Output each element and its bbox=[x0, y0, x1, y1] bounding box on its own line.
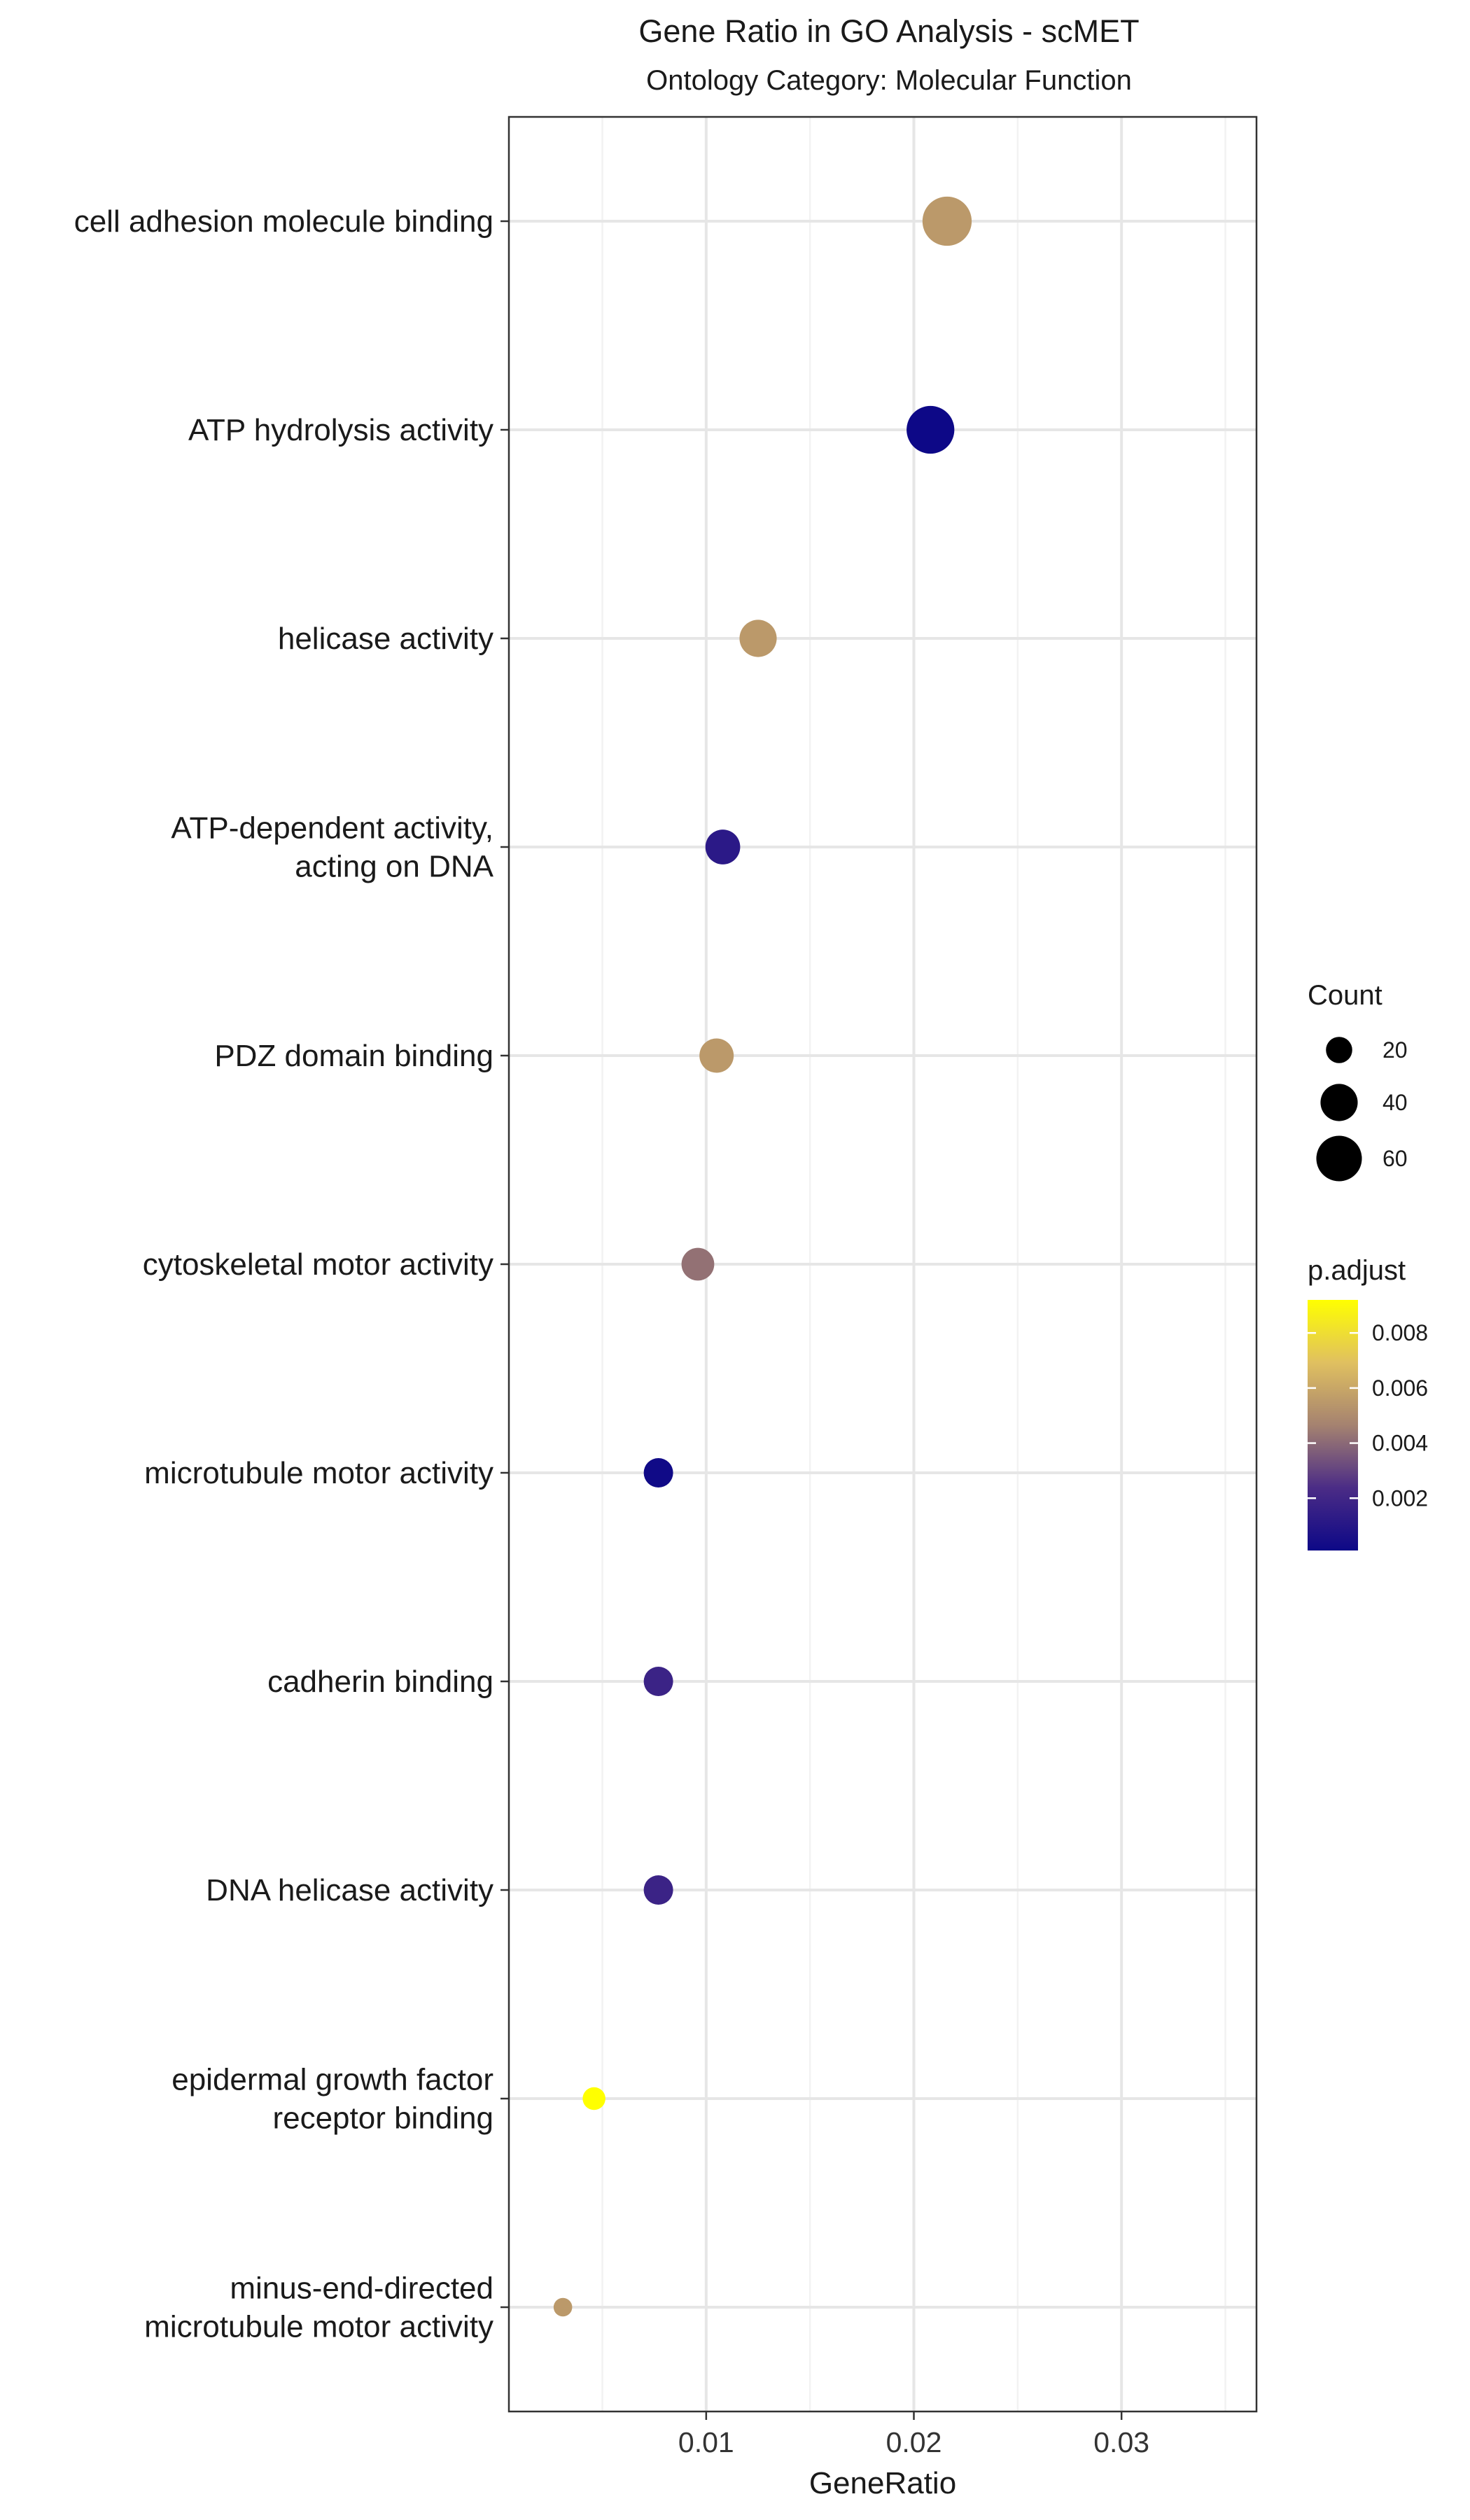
data-point bbox=[739, 620, 777, 657]
color-bar-label: 0.006 bbox=[1372, 1376, 1428, 1401]
color-legend-title: p.adjust bbox=[1308, 1255, 1406, 1286]
category-label: microtubule motor activity bbox=[144, 1456, 493, 1490]
category-label: helicase activity bbox=[278, 622, 493, 656]
grid-lines bbox=[509, 117, 1256, 2412]
data-point bbox=[643, 1875, 673, 1905]
category-label: PDZ domain binding bbox=[214, 1039, 493, 1073]
category-label: cytoskeletal motor activity bbox=[143, 1247, 493, 1282]
color-bar-label: 0.002 bbox=[1372, 1485, 1428, 1511]
category-label: cadherin binding bbox=[267, 1665, 493, 1699]
x-axis-title: GeneRatio bbox=[809, 2466, 956, 2500]
data-point bbox=[582, 2087, 606, 2110]
y-axis-labels: cell adhesion molecule binding ATP hydrol… bbox=[74, 204, 509, 2344]
x-axis: 0.01 0.02 0.03 bbox=[678, 2412, 1149, 2458]
category-label: ATP hydrolysis activity bbox=[188, 413, 493, 447]
data-point bbox=[922, 196, 972, 246]
category-label: ATP-dependent activity, bbox=[171, 811, 493, 846]
x-tick-label: 0.02 bbox=[886, 2426, 942, 2458]
size-legend-label: 60 bbox=[1382, 1146, 1408, 1171]
color-bar-label: 0.004 bbox=[1372, 1431, 1428, 1456]
data-point bbox=[643, 1458, 673, 1488]
size-legend-title: Count bbox=[1308, 980, 1382, 1011]
color-bar-label: 0.008 bbox=[1372, 1320, 1428, 1345]
chart-subtitle: Ontology Category: Molecular Function bbox=[646, 65, 1132, 96]
data-point bbox=[705, 830, 741, 864]
category-label: acting on DNA bbox=[295, 850, 493, 884]
color-bar bbox=[1308, 1300, 1358, 1550]
size-legend-dot bbox=[1316, 1135, 1362, 1182]
data-points bbox=[553, 196, 972, 2317]
category-label: epidermal growth factor bbox=[172, 2063, 493, 2097]
data-point bbox=[643, 1667, 673, 1696]
category-label: microtubule motor activity bbox=[144, 2310, 493, 2344]
category-label: cell adhesion molecule binding bbox=[74, 204, 493, 239]
data-point bbox=[553, 2297, 573, 2317]
size-legend-dot bbox=[1320, 1084, 1358, 1121]
size-legend-items: 20 40 60 bbox=[1316, 1037, 1408, 1182]
size-legend-dot bbox=[1326, 1037, 1352, 1063]
x-tick-label: 0.03 bbox=[1093, 2426, 1149, 2458]
chart-title: Gene Ratio in GO Analysis - scMET bbox=[638, 13, 1139, 49]
color-bar-ticks: 0.002 0.004 0.006 0.008 bbox=[1308, 1320, 1428, 1511]
category-label: receptor binding bbox=[272, 2101, 493, 2136]
category-label: minus-end-directed bbox=[230, 2272, 493, 2306]
size-legend-label: 20 bbox=[1382, 1037, 1408, 1063]
size-legend-label: 40 bbox=[1382, 1090, 1408, 1115]
data-point bbox=[906, 405, 955, 454]
x-tick-label: 0.01 bbox=[678, 2426, 734, 2458]
data-point bbox=[681, 1247, 715, 1281]
category-label: DNA helicase activity bbox=[206, 1873, 493, 1907]
data-point bbox=[699, 1038, 734, 1073]
